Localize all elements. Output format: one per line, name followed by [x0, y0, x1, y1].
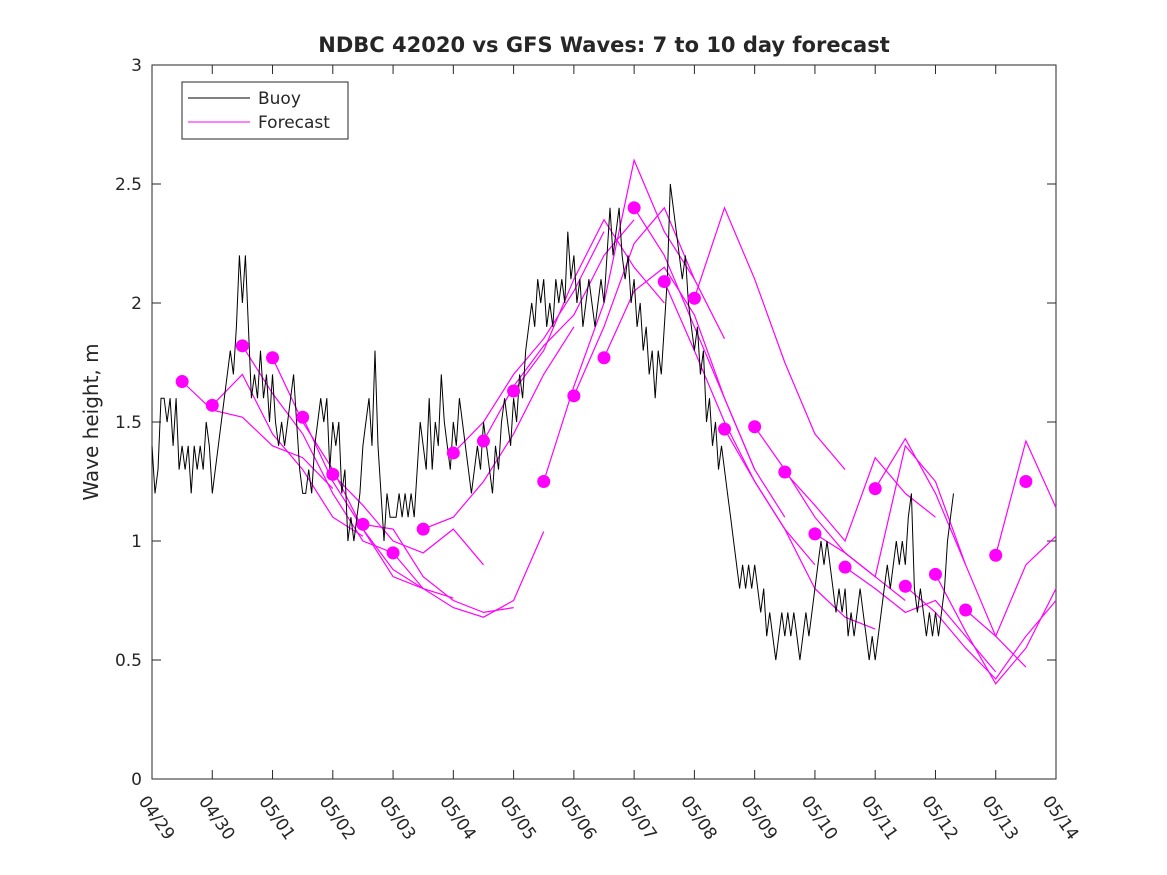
forecast-run-line: [965, 535, 1057, 638]
forecast-run-line: [543, 158, 695, 482]
forecast-run-line: [362, 523, 514, 614]
chart-title: NDBC 42020 vs GFS Waves: 7 to 10 day for…: [318, 33, 889, 57]
legend-box: [181, 81, 349, 140]
forecast-run-line: [904, 585, 1057, 680]
forecast-marker: [507, 384, 521, 398]
forecast-run-line: [814, 444, 967, 578]
forecast-marker: [687, 291, 701, 305]
y-axis-label: Wave height, m: [79, 343, 103, 500]
forecast-run-line: [392, 531, 545, 618]
forecast-run-line: [995, 439, 1057, 556]
buoy-line: [151, 183, 954, 661]
forecast-marker: [356, 517, 370, 531]
forecast-run-line: [332, 473, 484, 566]
forecast-run-line: [693, 206, 846, 470]
forecast-marker: [567, 389, 581, 403]
forecast-run-line: [422, 326, 575, 530]
forecast-marker: [898, 579, 912, 593]
forecast-run-line: [844, 566, 997, 673]
forecast-marker: [1019, 475, 1033, 488]
forecast-run-line: [934, 574, 1057, 685]
forecast-marker: [778, 465, 792, 479]
forecast-run-line: [663, 281, 816, 566]
forecast-marker: [868, 482, 882, 496]
forecast-marker: [748, 420, 762, 434]
forecast-run-line: [271, 357, 424, 590]
forecast-marker: [838, 560, 852, 574]
forecast-run-line: [482, 219, 635, 442]
forecast-run-line: [784, 456, 936, 543]
forecast-marker: [989, 548, 1003, 562]
forecast-marker: [718, 422, 732, 436]
forecast-run-line: [452, 231, 605, 454]
forecast-markers: [175, 201, 1033, 617]
forecast-marker: [386, 546, 400, 560]
forecast-marker: [627, 201, 641, 215]
y-tick-label: 2.5: [115, 175, 142, 195]
forecast-run-line: [754, 426, 906, 601]
legend-forecast-label: Forecast: [258, 113, 330, 133]
forecast-marker: [326, 467, 340, 481]
forecast-marker: [446, 446, 460, 460]
forecast-run-line: [513, 218, 665, 392]
forecast-marker: [657, 275, 671, 289]
y-tick-label: 1.5: [115, 413, 142, 433]
forecast-run-line: [211, 373, 364, 537]
y-tick-label: 0.5: [115, 651, 142, 671]
y-tick-label: 0: [131, 770, 142, 790]
forecast-marker: [416, 522, 430, 536]
y-axis: 0 0.5 1 1.5 2 2.5 3: [115, 56, 1056, 790]
forecast-marker: [597, 351, 611, 365]
forecast-run-line: [874, 437, 1027, 668]
forecast-series: [181, 158, 1057, 685]
legend-buoy-label: Buoy: [258, 89, 301, 109]
y-tick-label: 2: [131, 294, 142, 314]
forecast-marker: [928, 567, 942, 581]
y-tick-label: 1: [131, 532, 142, 552]
forecast-run-line: [633, 207, 786, 518]
forecast-marker: [205, 398, 219, 412]
forecast-marker: [959, 603, 973, 617]
forecast-marker: [296, 410, 310, 424]
buoy-series: [151, 183, 954, 661]
legend: Buoy Forecast: [181, 81, 349, 140]
forecast-marker: [266, 351, 280, 365]
forecast-marker: [235, 339, 249, 353]
forecast-run-line: [573, 206, 726, 397]
forecast-marker: [175, 375, 189, 389]
y-tick-label: 3: [131, 56, 142, 76]
forecast-marker: [476, 434, 490, 448]
forecast-marker: [808, 527, 822, 541]
forecast-marker: [537, 475, 551, 488]
